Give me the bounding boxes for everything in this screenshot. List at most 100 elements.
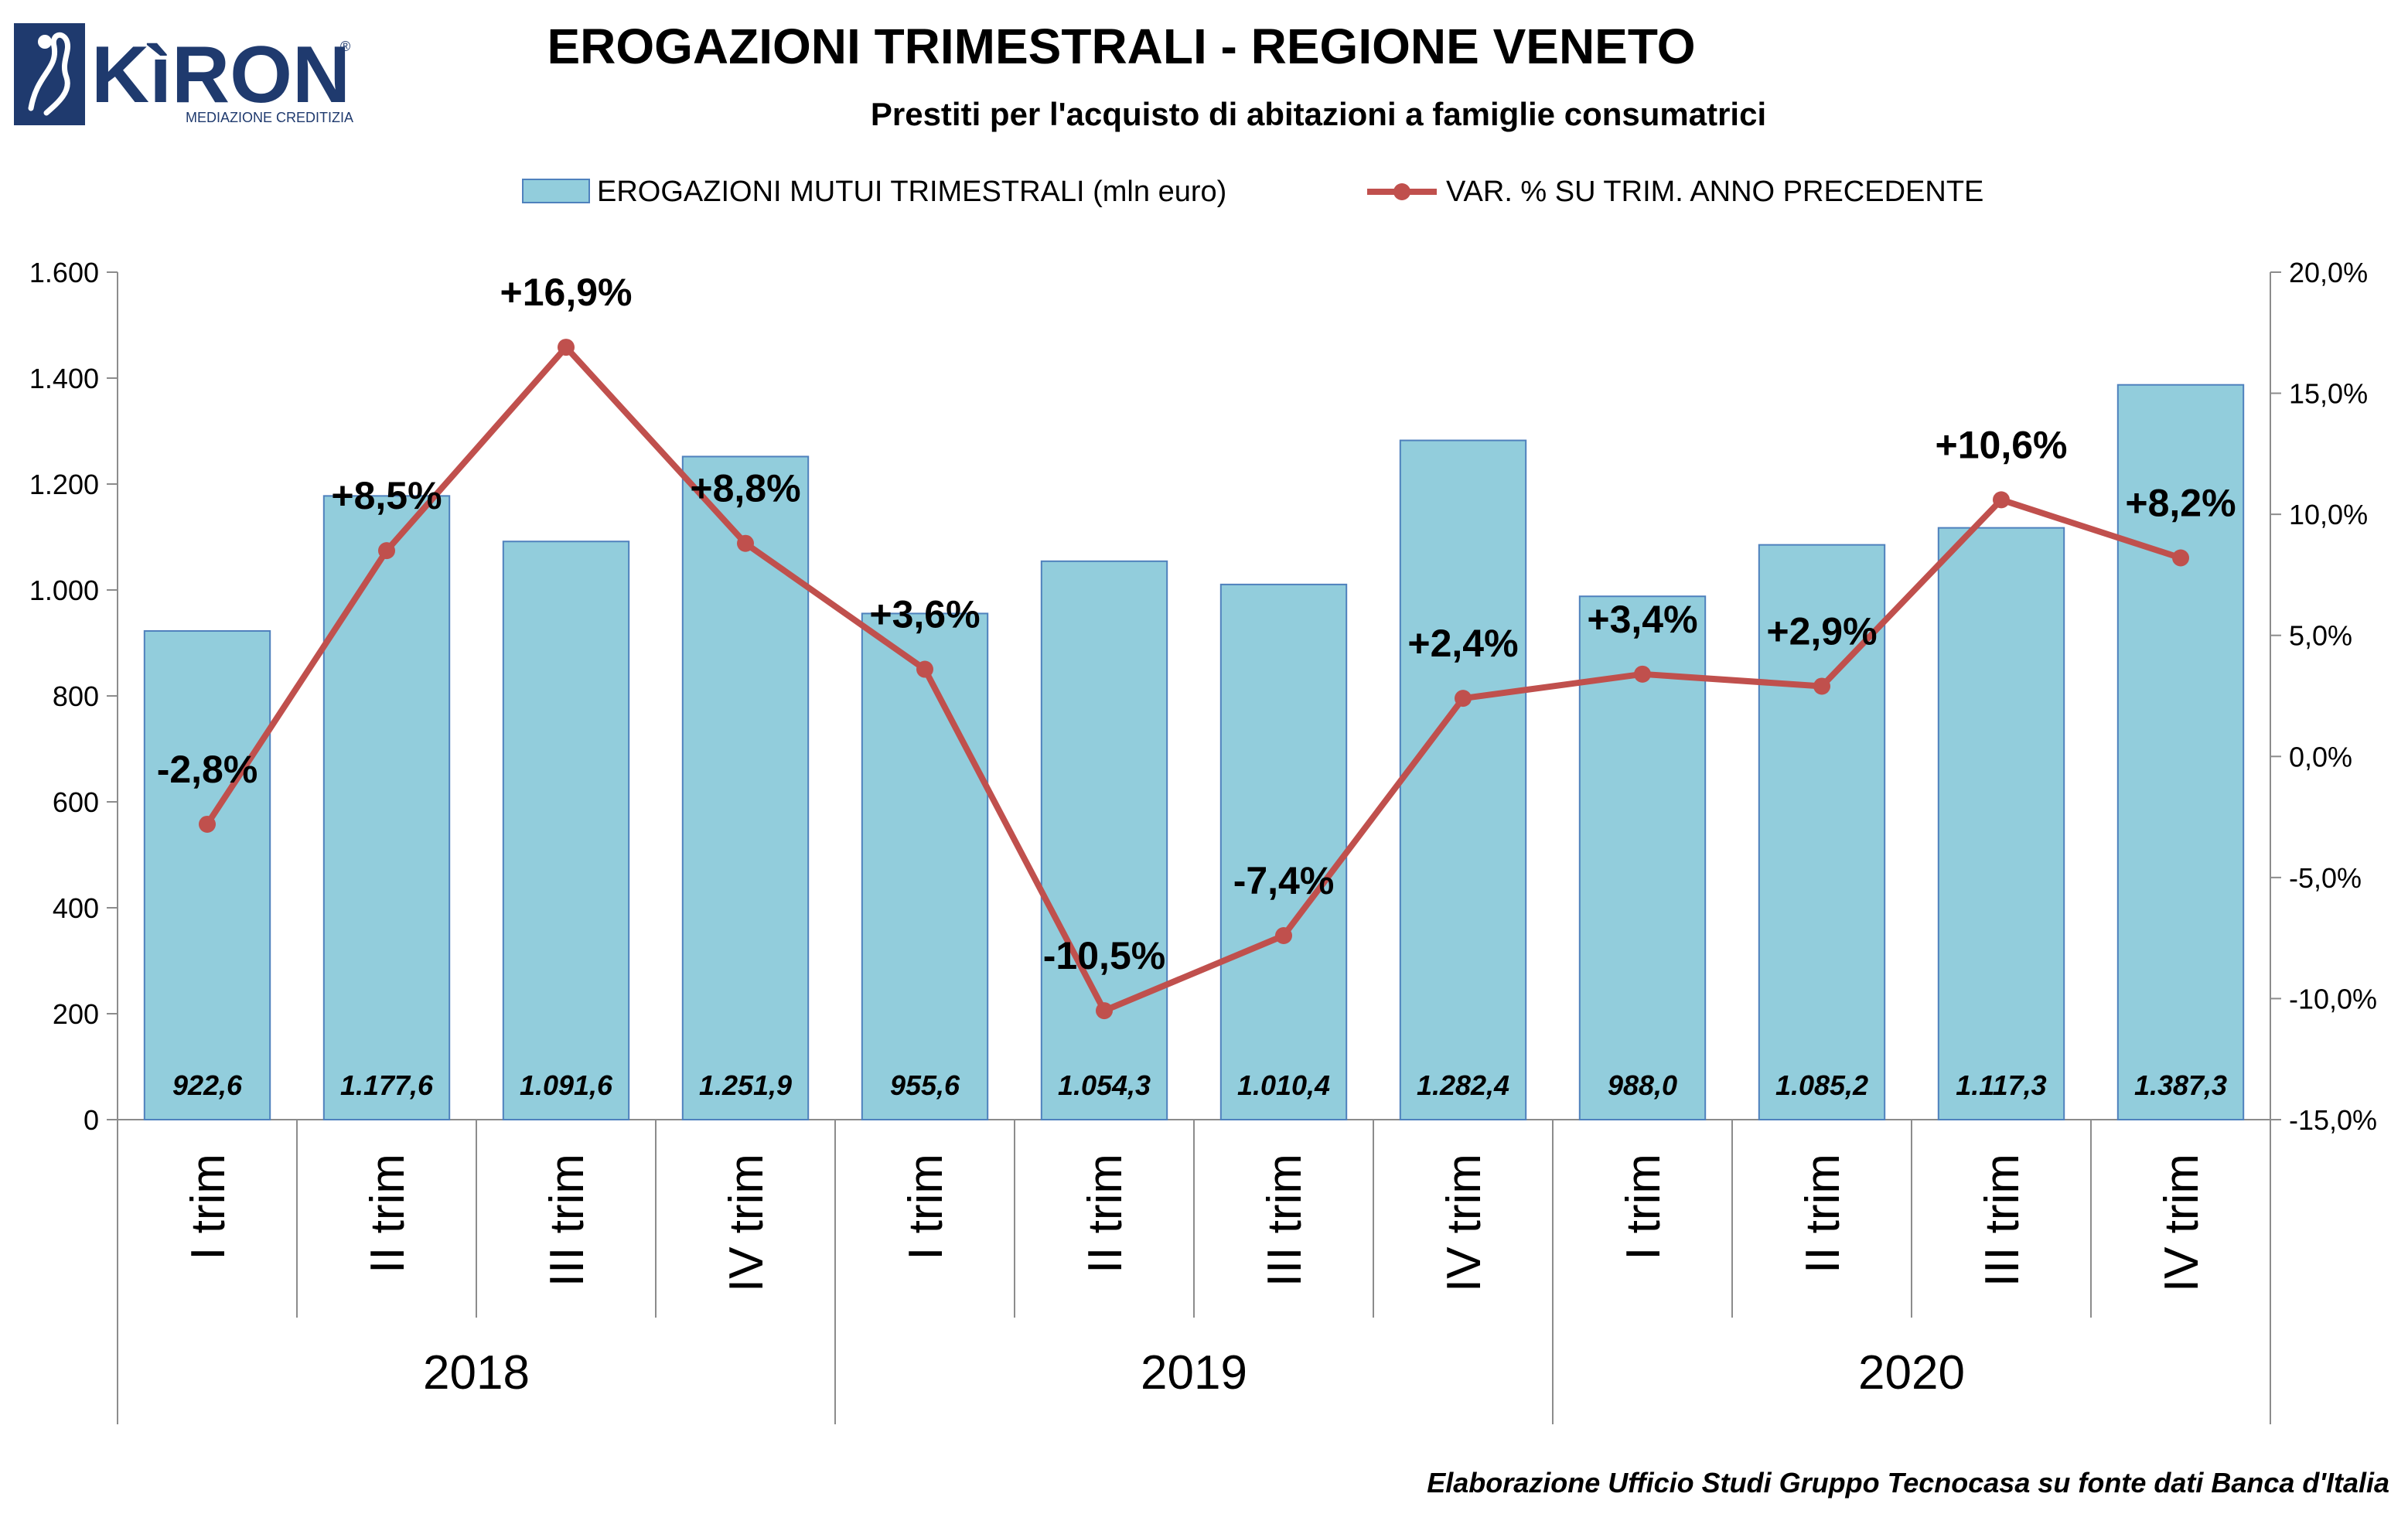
right-tick-label: 0,0% <box>2289 741 2352 772</box>
bar <box>143 630 271 1120</box>
line-value-label: +16,9% <box>500 271 633 314</box>
left-tick-label: 600 <box>53 786 99 818</box>
category-label: IV trim <box>2155 1154 2208 1292</box>
line-point <box>378 542 395 560</box>
category-label: IV trim <box>720 1154 773 1292</box>
logo-head-icon <box>38 35 52 49</box>
bar <box>2116 384 2245 1120</box>
bar-value-label: 988,0 <box>1608 1069 1677 1101</box>
bar-value-label: 1.085,2 <box>1775 1069 1868 1101</box>
legend-line-marker <box>1393 183 1410 200</box>
left-tick-label: 1.600 <box>29 257 99 288</box>
line-value-label: +8,2% <box>2125 482 2236 525</box>
category-label: I trim <box>1617 1154 1670 1260</box>
category-label: II trim <box>1079 1154 1132 1274</box>
bar-value-label: 1.010,4 <box>1237 1069 1330 1101</box>
bar <box>1937 527 2065 1120</box>
bar <box>1040 560 1168 1120</box>
bar-value-label: 1.387,3 <box>2134 1069 2227 1101</box>
bar-value-label: 1.177,6 <box>340 1069 434 1101</box>
right-tick-label: 15,0% <box>2289 378 2368 410</box>
category-label: IV trim <box>1438 1154 1491 1292</box>
line-point <box>2172 549 2189 567</box>
line-point <box>1993 491 2010 509</box>
legend-bar-swatch <box>522 179 590 203</box>
right-tick-label: 5,0% <box>2289 620 2352 652</box>
right-tick-label: -5,0% <box>2289 862 2362 894</box>
line-value-label: +10,6% <box>1936 423 2068 466</box>
year-label: 2020 <box>1858 1346 1965 1400</box>
bar-value-label: 955,6 <box>890 1069 960 1101</box>
category-label: I trim <box>899 1154 953 1260</box>
legend-bar-label: EROGAZIONI MUTUI TRIMESTRALI (mln euro) <box>597 176 1226 208</box>
year-label: 2018 <box>423 1346 530 1400</box>
legend: EROGAZIONI MUTUI TRIMESTRALI (mln euro) … <box>522 176 1983 208</box>
bar-value-label: 1.282,4 <box>1417 1069 1509 1101</box>
line-value-label: +3,4% <box>1587 598 1697 641</box>
bar-value-label: 1.091,6 <box>520 1069 613 1101</box>
bar-value-label: 1.054,3 <box>1058 1069 1151 1101</box>
line-point <box>737 534 754 552</box>
left-tick-label: 1.000 <box>29 575 99 606</box>
bar-value-label: 922,6 <box>172 1069 243 1101</box>
line-value-label: +8,5% <box>331 474 442 517</box>
bar <box>681 455 810 1120</box>
line-value-labels: -2,8% +8,5% +16,9% +8,8% +3,6% -10,5% -7,4% +2,… <box>157 271 2236 977</box>
line-value-label: +8,8% <box>690 467 800 510</box>
bar-value-labels: 922,6 1.177,6 1.091,6 1.251,9 955,6 1.054,3 1.… <box>172 1069 2227 1101</box>
line-point <box>1455 690 1472 708</box>
kiron-logo: KìRON MEDIAZIONE CREDITIZIA ® <box>14 23 353 125</box>
logo-wordmark: KìRON <box>91 30 350 120</box>
source-note: Elaborazione Ufficio Studi Gruppo Tecnoc… <box>1427 1467 2389 1499</box>
line-point <box>1275 927 1292 945</box>
line-value-label: -10,5% <box>1043 934 1165 977</box>
bar <box>1578 595 1707 1120</box>
line-point <box>558 339 575 356</box>
bar-value-label: 1.251,9 <box>699 1069 792 1101</box>
category-label: II trim <box>1796 1154 1850 1274</box>
bar <box>1399 439 1527 1120</box>
left-tick-label: 1.400 <box>29 363 99 394</box>
category-label: III trim <box>1258 1154 1311 1287</box>
left-tick-label: 800 <box>53 680 99 712</box>
line-point <box>1634 665 1651 683</box>
bar-series <box>143 384 2245 1120</box>
line-point <box>1813 677 1830 695</box>
bar <box>322 495 451 1120</box>
right-tick-label: 20,0% <box>2289 257 2368 288</box>
left-tick-label: 400 <box>53 892 99 924</box>
axes: 0 200 400 600 800 1.000 1.200 1.400 1.600 -15,0% -… <box>29 257 2377 1424</box>
logo-registered: ® <box>340 39 350 54</box>
line-value-label: +2,9% <box>1766 609 1877 653</box>
category-label: I trim <box>182 1154 235 1260</box>
left-tick-label: 0 <box>84 1104 99 1136</box>
chart-subtitle: Prestiti per l'acquisto di abitazioni a … <box>871 96 1766 132</box>
category-label: III trim <box>1976 1154 2029 1287</box>
line-value-label: -7,4% <box>1233 859 1335 902</box>
line-value-label: +3,6% <box>869 593 980 636</box>
line-point <box>1096 1002 1113 1020</box>
category-label: II trim <box>361 1154 414 1274</box>
bar <box>1219 583 1348 1120</box>
line-path <box>204 344 2182 1014</box>
line-point <box>916 660 933 678</box>
logo-tagline: MEDIAZIONE CREDITIZIA <box>186 110 353 125</box>
right-tick-label: 10,0% <box>2289 499 2368 530</box>
category-label: III trim <box>541 1154 594 1287</box>
bar <box>861 612 989 1120</box>
logo-figure-icon <box>28 32 70 116</box>
year-label: 2019 <box>1141 1346 1247 1400</box>
bar <box>502 540 630 1120</box>
right-tick-label: -15,0% <box>2289 1104 2377 1136</box>
x-axis-labels: I trim II trim III trim IV trim I trim II tri… <box>182 1154 2208 1400</box>
line-point <box>199 815 216 833</box>
line-value-label: +2,4% <box>1407 622 1518 665</box>
left-tick-label: 200 <box>53 998 99 1030</box>
bar-value-label: 1.117,3 <box>1956 1069 2046 1101</box>
right-tick-label: -10,0% <box>2289 983 2377 1014</box>
legend-line-label: VAR. % SU TRIM. ANNO PRECEDENTE <box>1446 176 1983 208</box>
line-value-label: -2,8% <box>157 748 258 791</box>
line-series <box>199 339 2189 1020</box>
left-tick-label: 1.200 <box>29 469 99 500</box>
